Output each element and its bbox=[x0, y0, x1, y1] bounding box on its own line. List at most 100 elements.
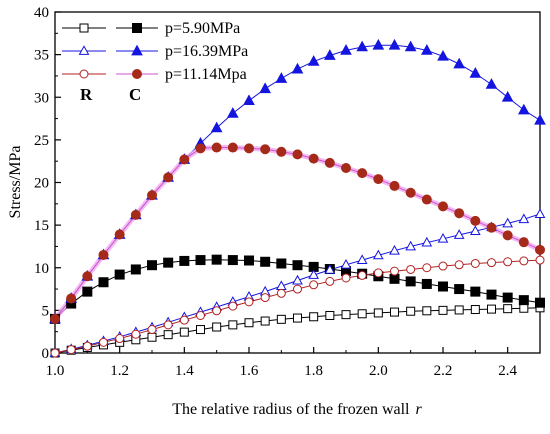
point-square-r bbox=[341, 310, 351, 320]
x-tick-label: 1.2 bbox=[110, 363, 129, 379]
point-triangle-r bbox=[518, 213, 530, 224]
point-square-c bbox=[227, 255, 238, 266]
point-square-c bbox=[98, 277, 109, 288]
point-square-c bbox=[454, 284, 465, 295]
point-triangle-r bbox=[534, 208, 546, 218]
point-square-c bbox=[211, 254, 222, 265]
point-circle-c bbox=[486, 222, 497, 233]
x-tick-label: 1.0 bbox=[46, 363, 65, 379]
point-square-c bbox=[470, 286, 481, 297]
legend-group-r: R bbox=[80, 85, 93, 104]
point-circle-c bbox=[389, 180, 400, 191]
point-circle-c bbox=[308, 153, 319, 164]
point-circle-c bbox=[211, 142, 222, 153]
point-triangle-r bbox=[469, 225, 481, 236]
point-square-r bbox=[503, 304, 513, 314]
point-circle-c bbox=[66, 293, 77, 304]
point-square-r bbox=[357, 309, 367, 319]
point-triangle-r bbox=[308, 269, 320, 279]
point-square-c bbox=[260, 256, 271, 267]
point-triangle-r bbox=[405, 240, 417, 251]
point-square-r bbox=[487, 304, 496, 314]
y-tick-label: 20 bbox=[34, 176, 49, 192]
x-tick-label: 1.8 bbox=[304, 363, 323, 379]
point-square-r bbox=[454, 305, 464, 315]
point-circle-c bbox=[244, 143, 254, 154]
point-triangle-c bbox=[226, 107, 239, 118]
x-tick-label: 1.6 bbox=[240, 363, 259, 379]
point-square-r bbox=[212, 322, 222, 332]
point-circle-c bbox=[438, 201, 448, 212]
point-circle-r bbox=[115, 334, 125, 344]
legend-marker bbox=[79, 23, 89, 33]
x-tick-label: 1.4 bbox=[175, 363, 194, 379]
point-square-r bbox=[244, 318, 254, 328]
point-circle-r bbox=[131, 329, 141, 339]
point-square-r bbox=[309, 312, 319, 322]
point-circle-r bbox=[260, 293, 270, 303]
point-square-r bbox=[519, 303, 529, 313]
point-square-c bbox=[163, 257, 174, 268]
point-circle-r bbox=[163, 320, 173, 330]
point-triangle-r bbox=[324, 264, 336, 274]
point-square-r bbox=[196, 325, 205, 335]
point-triangle-c bbox=[388, 38, 401, 50]
point-circle-r bbox=[503, 257, 513, 267]
point-square-r bbox=[422, 306, 432, 316]
point-triangle-c bbox=[307, 55, 320, 66]
point-circle-c bbox=[179, 154, 190, 165]
point-triangle-r bbox=[453, 229, 465, 239]
point-triangle-r bbox=[372, 249, 384, 260]
point-circle-c bbox=[82, 271, 93, 282]
point-triangle-c bbox=[534, 113, 546, 125]
x-tick-label: 2.2 bbox=[434, 363, 453, 379]
y-tick-label: 15 bbox=[34, 218, 49, 234]
point-circle-r bbox=[390, 266, 399, 276]
point-square-r bbox=[325, 310, 335, 320]
point-circle-r bbox=[196, 310, 205, 320]
point-triangle-r bbox=[292, 274, 303, 285]
point-square-r bbox=[147, 332, 157, 342]
point-triangle-r bbox=[421, 236, 433, 247]
legend-marker bbox=[78, 45, 90, 55]
point-triangle-c bbox=[323, 49, 336, 60]
series-points bbox=[49, 38, 546, 358]
point-triangle-r bbox=[356, 254, 368, 264]
point-circle-c bbox=[324, 157, 335, 168]
point-square-c bbox=[421, 278, 432, 289]
point-triangle-c bbox=[469, 67, 482, 78]
point-circle-c bbox=[454, 208, 465, 219]
point-square-r bbox=[470, 305, 480, 315]
point-circle-c bbox=[130, 209, 141, 220]
point-circle-c bbox=[373, 174, 384, 185]
point-circle-c bbox=[535, 244, 545, 255]
point-circle-r bbox=[487, 258, 496, 268]
y-tick-label: 25 bbox=[34, 133, 49, 149]
x-axis-title-var: r bbox=[416, 401, 423, 418]
x-axis-title: The relative radius of the frozen wall r bbox=[172, 401, 422, 418]
point-circle-c bbox=[470, 215, 481, 226]
point-square-c bbox=[114, 269, 125, 280]
point-triangle-c bbox=[437, 49, 449, 61]
point-circle-c bbox=[276, 146, 287, 157]
point-triangle-c bbox=[453, 57, 466, 69]
legend-marker bbox=[132, 69, 142, 79]
point-square-r bbox=[390, 307, 399, 317]
point-circle-r bbox=[147, 325, 157, 335]
point-square-c bbox=[389, 273, 400, 284]
point-circle-r bbox=[470, 258, 480, 268]
point-circle-r bbox=[341, 273, 351, 283]
point-triangle-c bbox=[291, 62, 304, 74]
point-circle-c bbox=[163, 172, 174, 183]
point-square-c bbox=[82, 286, 93, 297]
point-square-c bbox=[502, 292, 513, 303]
point-triangle-c bbox=[275, 72, 288, 83]
point-triangle-c bbox=[243, 94, 255, 106]
y-tick-label: 40 bbox=[34, 5, 49, 21]
point-circle-r bbox=[438, 261, 448, 271]
point-circle-c bbox=[114, 229, 125, 240]
point-circle-r bbox=[50, 348, 60, 358]
legend-marker bbox=[132, 23, 142, 33]
point-circle-r bbox=[519, 256, 529, 266]
